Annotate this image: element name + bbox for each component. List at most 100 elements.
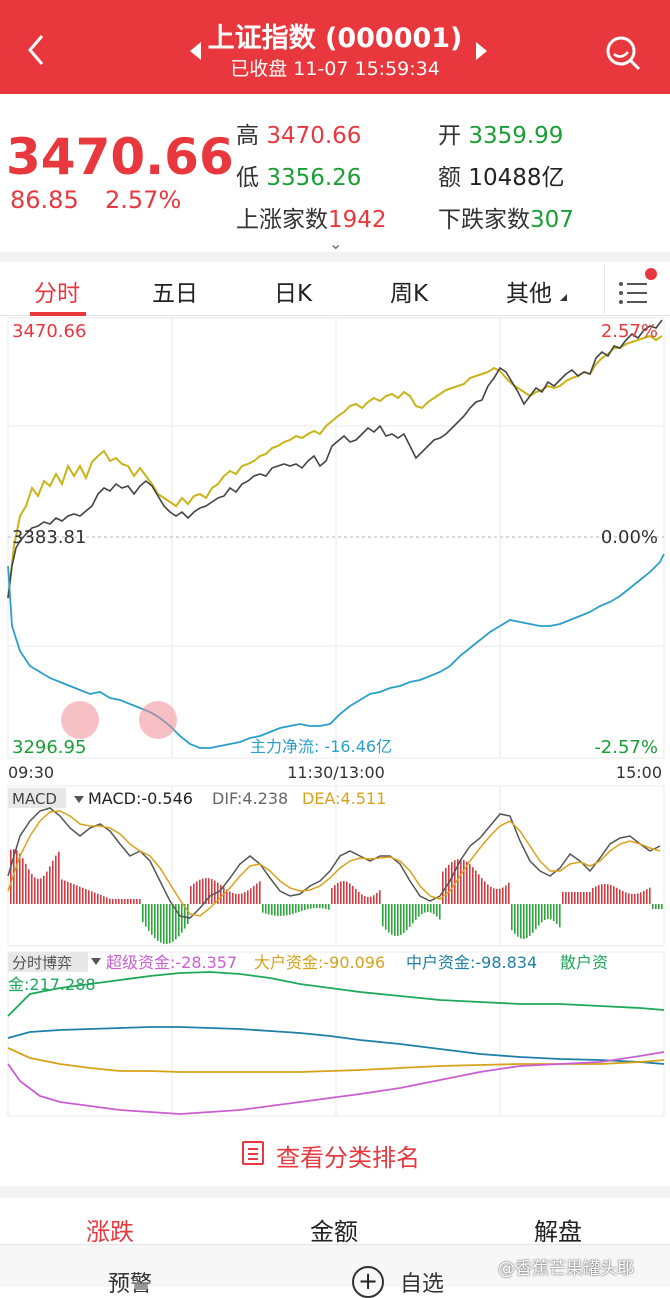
macd-histogram-bar — [520, 904, 522, 939]
axis-top-pct: 2.57% — [601, 321, 658, 342]
tab-five-day[interactable]: 五日 — [152, 281, 198, 307]
main-flow-line — [7, 553, 665, 749]
macd-histogram-bar — [256, 883, 258, 904]
expand-chevron-icon[interactable]: ⌄ — [329, 234, 343, 253]
divider — [0, 252, 670, 262]
macd-histogram-bar — [130, 899, 132, 904]
macd-histogram-bar — [202, 878, 204, 904]
back-icon[interactable] — [22, 30, 52, 70]
macd-histogram-bar — [268, 904, 270, 915]
macd-histogram-bar — [133, 899, 135, 904]
macd-histogram-bar — [448, 864, 450, 904]
watermark: @香蕉芒果罐头耶 — [498, 1259, 634, 1279]
search-icon[interactable] — [604, 34, 642, 72]
macd-histogram-bar — [52, 860, 54, 904]
macd-histogram-bar — [238, 893, 240, 904]
macd-histogram-bar — [364, 896, 366, 904]
macd-histogram-bar — [295, 904, 297, 913]
macd-histogram-bar — [496, 888, 498, 904]
macd-histogram-bar — [406, 904, 408, 931]
screenshot-float-button[interactable] — [61, 701, 99, 739]
macd-histogram-bar — [388, 904, 390, 933]
open-value: 3359.99 — [468, 123, 564, 149]
macd-histogram-bar — [568, 892, 570, 904]
low-value: 3356.26 — [266, 165, 362, 191]
macd-histogram-bar — [361, 894, 363, 904]
tab-weekly-k[interactable]: 周K — [390, 281, 429, 307]
tab-daily-k[interactable]: 日K — [274, 281, 313, 307]
game-dropdown-icon[interactable] — [91, 958, 101, 965]
macd-tag-bg[interactable] — [8, 788, 66, 808]
macd-histogram-bar — [124, 899, 126, 904]
macd-histogram-bar — [145, 904, 147, 927]
macd-histogram-bar — [307, 904, 309, 910]
super-fund-line — [7, 1051, 665, 1115]
macd-histogram-bar — [43, 875, 45, 904]
macd-histogram-bar — [466, 861, 468, 904]
macd-histogram-bar — [121, 899, 123, 904]
macd-histogram-bar — [412, 904, 414, 924]
macd-histogram-bar — [358, 891, 360, 904]
macd-dropdown-icon[interactable] — [74, 796, 84, 803]
macd-histogram-bar — [451, 862, 453, 904]
macd-histogram-bar — [535, 904, 537, 930]
macd-histogram-bar — [61, 879, 63, 904]
macd-histogram-bar — [76, 885, 78, 904]
macd-histogram-bar — [19, 853, 21, 904]
macd-histogram-bar — [661, 904, 663, 909]
app-header: 上证指数 (000001) 已收盘 11-07 15:59:34 — [0, 0, 670, 94]
main-grid — [7, 317, 665, 759]
time-end-label: 15:00 — [616, 763, 662, 782]
tab-rise-fall[interactable]: 涨跌 — [86, 1218, 134, 1246]
macd-histogram-bar — [250, 888, 252, 904]
add-watchlist-button[interactable]: 自选 — [400, 1272, 445, 1297]
dif-value: DIF:4.238 — [212, 789, 288, 808]
time-start-label: 09:30 — [8, 763, 54, 782]
tab-intraday[interactable]: 分时 — [34, 281, 80, 307]
macd-histogram-bar — [301, 904, 303, 911]
next-stock-icon[interactable] — [476, 42, 487, 60]
macd-histogram-bar — [544, 904, 546, 921]
up-count-value: 1942 — [328, 207, 387, 233]
share-float-button[interactable] — [139, 701, 177, 739]
alert-button[interactable]: 预警 — [108, 1272, 153, 1297]
game-tag-bg[interactable] — [8, 952, 88, 972]
macd-histogram-bar — [154, 904, 156, 939]
macd-dea-line — [7, 810, 661, 917]
add-icon[interactable]: + — [352, 1266, 384, 1298]
macd-histogram-bar — [22, 858, 24, 904]
macd-histogram-bar — [367, 896, 369, 904]
tab-analysis[interactable]: 解盘 — [534, 1218, 582, 1246]
tab-other[interactable]: 其他 — [506, 281, 552, 307]
macd-histogram-bar — [352, 885, 354, 904]
macd-histogram-bar — [172, 904, 174, 942]
macd-histogram-bar — [631, 893, 633, 904]
macd-histogram-bar — [610, 885, 612, 904]
quote-panel: 3470.66 86.85 2.57% 高 3470.66 开 3359.99 … — [0, 94, 670, 262]
macd-histogram-bar — [502, 887, 504, 904]
list-icon[interactable] — [242, 1141, 264, 1165]
amount-value: 10488亿 — [468, 165, 565, 191]
macd-histogram-bar — [157, 904, 159, 941]
view-category-ranking-button[interactable]: 查看分类排名 — [276, 1144, 420, 1172]
macd-histogram-bar — [223, 887, 225, 904]
macd-histogram-bar — [163, 904, 165, 944]
time-mid-label: 11:30/13:00 — [287, 763, 385, 782]
macd-histogram-bar — [226, 889, 228, 904]
macd-histogram-bar — [274, 904, 276, 916]
macd-histogram-bar — [640, 892, 642, 904]
macd-histogram-bar — [508, 882, 510, 904]
macd-histogram-bar — [529, 904, 531, 936]
low-label: 低 — [236, 165, 259, 191]
macd-histogram-bar — [277, 904, 279, 916]
macd-tag[interactable]: MACD — [12, 790, 57, 808]
game-tag[interactable]: 分时博弈 — [12, 954, 72, 972]
prev-stock-icon[interactable] — [190, 42, 201, 60]
macd-histogram-bar — [142, 904, 144, 923]
macd-histogram-bar — [373, 895, 375, 904]
indicator-menu-icon[interactable] — [604, 264, 670, 314]
tab-amount[interactable]: 金额 — [310, 1218, 358, 1246]
macd-histogram-bar — [139, 899, 141, 904]
macd-histogram-bar — [214, 880, 216, 904]
axis-top-price: 3470.66 — [12, 321, 86, 342]
